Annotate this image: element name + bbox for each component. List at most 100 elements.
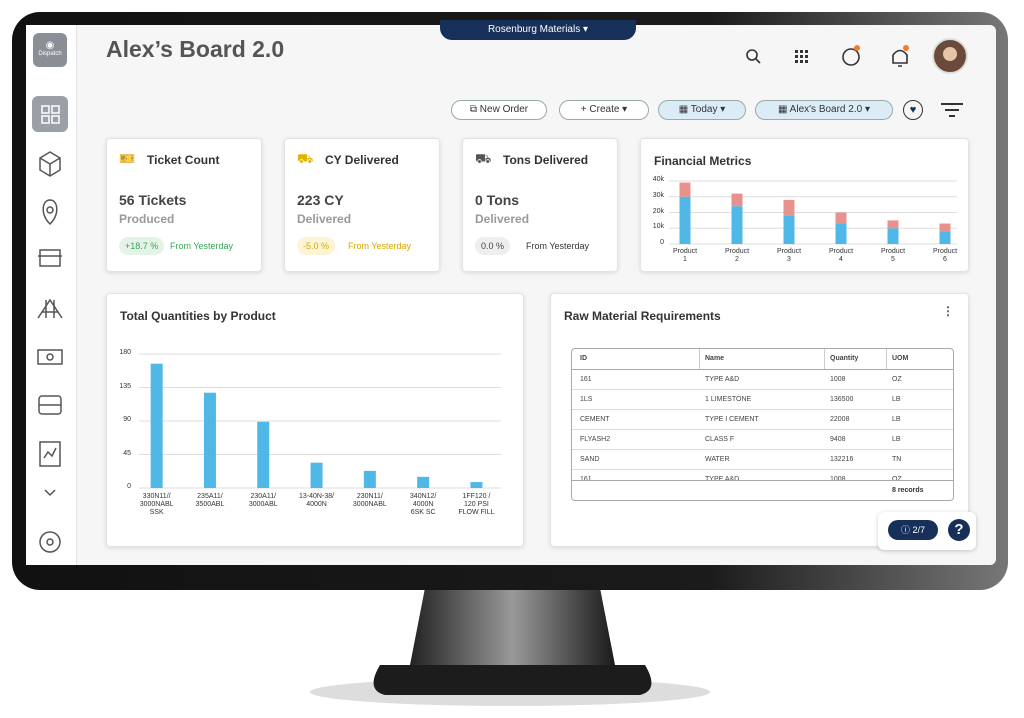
table-cell: 161 — [580, 376, 592, 383]
bar — [257, 421, 270, 488]
kpi-title: Tons Delivered — [503, 153, 589, 167]
table-cell: 132216 — [830, 456, 854, 463]
y-tick-label: 135 — [119, 382, 131, 390]
table-cell: 1LS — [580, 396, 593, 403]
tour-steps[interactable]: ⓘ 2/7 — [888, 520, 938, 540]
kpi-caption: Delivered — [297, 212, 352, 226]
table-cell: 22008 — [830, 416, 850, 423]
kpi-value: 0 Tons — [475, 192, 520, 208]
bar-segment — [679, 196, 691, 244]
help-button[interactable]: ? — [948, 519, 970, 541]
bar-segment — [887, 220, 899, 229]
table-footer: 8 records — [892, 487, 924, 494]
new-order-button[interactable]: ⧉ New Order — [451, 100, 547, 120]
bar — [150, 363, 163, 488]
y-tick-label: 10k — [652, 223, 664, 231]
table-cell: LB — [892, 396, 901, 403]
bar-segment — [835, 223, 847, 244]
table-cell: FLYASH2 — [580, 436, 611, 443]
x-tick-label: 235A11/ 3500ABL — [195, 493, 225, 508]
column-separator — [699, 349, 700, 369]
logo[interactable]: ◉ Dispatch — [33, 33, 67, 67]
table-cell: 9408 — [830, 436, 846, 443]
plot — [669, 180, 957, 245]
kpi-caption: Produced — [119, 212, 175, 226]
kpi-value: 56 Tickets — [119, 192, 187, 208]
menu[interactable]: ⋮ — [942, 304, 954, 318]
help-panel: ⓘ 2/7 ? — [878, 512, 976, 550]
bar — [417, 476, 430, 488]
y-tick-label: 30k — [652, 191, 664, 199]
financial-card: Financial Metrics 0 10k 20k 30k 40k Product 1 P… — [640, 138, 969, 272]
y-tick-label: 90 — [123, 416, 131, 423]
column-separator — [886, 349, 887, 369]
bar-segment — [887, 228, 899, 244]
y-tick-label: 40k — [652, 176, 664, 183]
x-tick-label: 340N12/ 4000N 6SK SC — [409, 493, 437, 516]
chart-title: Total Quantities by Product — [120, 309, 276, 323]
page-title: Alex’s Board 2.0 — [106, 36, 285, 62]
top-icons — [746, 38, 968, 74]
today-button[interactable]: ▦ Today ▾ — [658, 100, 746, 120]
bar-segment — [783, 215, 795, 244]
kpi-card: 🎫 Ticket Count 56 Tickets Produced +18.7 % Fr… — [106, 138, 262, 272]
company-name: Rosenburg Materials — [487, 24, 581, 35]
kpi-change: +18.7 % — [119, 237, 165, 255]
table-cell: CLASS F — [705, 436, 735, 443]
bar-segment — [679, 182, 691, 197]
y-tick-label: 0 — [127, 483, 131, 490]
table-body: 161 TYPE A&D 1008 OZ 1LS 1 LIMESTONE 136500 LB C… — [572, 370, 953, 480]
x-tick-label: Product 4 — [828, 248, 854, 263]
kpi-icon: ⛟ — [475, 151, 492, 166]
column-header: UOM — [892, 355, 909, 362]
company-selector[interactable]: Rosenburg Materials ▾ — [440, 20, 636, 40]
table-cell: TYPE A&D — [705, 476, 740, 480]
table-cell: LB — [892, 436, 901, 443]
column-header: ID — [580, 355, 587, 362]
create-button[interactable]: + Create ▾ — [559, 100, 649, 120]
x-tick-label: 230N11/ 3000NABL — [352, 493, 387, 508]
row-border — [572, 389, 953, 390]
x-tick-label: Product 3 — [776, 248, 802, 263]
filter-button[interactable] — [940, 102, 964, 118]
kpi-card: ⛟ CY Delivered 223 CY Delivered -5.0 % From Y… — [284, 138, 440, 272]
row-border — [572, 469, 953, 470]
table-cell: CEMENT — [580, 416, 610, 423]
board-button[interactable]: ▦ Alex's Board 2.0 ▾ — [755, 100, 893, 120]
table-cell: TYPE A&D — [705, 376, 740, 383]
column-header: Quantity — [830, 355, 859, 362]
x-tick-label: 230A11/ 3000ABL — [248, 493, 278, 508]
kpi-title: Ticket Count — [147, 153, 220, 167]
kpi-since: From Yesterday — [526, 241, 590, 251]
y-tick-label: 180 — [119, 349, 131, 356]
bar — [470, 482, 483, 488]
bar — [310, 462, 323, 488]
row-border — [572, 449, 953, 450]
kpi-icon: 🎫 — [119, 151, 136, 166]
bar-segment — [939, 231, 951, 244]
bar — [203, 392, 216, 488]
footer-border — [572, 480, 953, 481]
table-cell: 136500 — [830, 396, 854, 403]
kpi-caption: Delivered — [475, 212, 530, 226]
kpi-value: 223 CY — [297, 192, 344, 208]
kpi-since: From Yesterday — [170, 241, 234, 251]
x-tick-label: Product 6 — [932, 248, 958, 263]
bar-segment — [731, 193, 743, 207]
y-tick-label: 0 — [660, 239, 664, 246]
favorite-button[interactable]: ♥ — [903, 100, 923, 120]
table-cell: SAND — [580, 456, 600, 463]
x-tick-label: 330N11// 3000NABL SSK — [139, 493, 174, 516]
sidebar-icons — [32, 96, 68, 553]
bar-segment — [731, 206, 743, 244]
bar — [363, 470, 376, 488]
board-label: Alex's Board 2.0 — [789, 104, 863, 115]
today-label: Today — [690, 104, 718, 115]
x-tick-label: Product 2 — [724, 248, 750, 263]
table-cell: 1 LIMESTONE — [705, 396, 752, 403]
table-cell: OZ — [892, 476, 902, 480]
tour-steps-text: 2/7 — [912, 525, 926, 535]
x-tick-label: 13-40N-38/ 4000N — [299, 493, 335, 508]
create-label: Create — [589, 104, 620, 115]
bar-segment — [835, 212, 847, 224]
